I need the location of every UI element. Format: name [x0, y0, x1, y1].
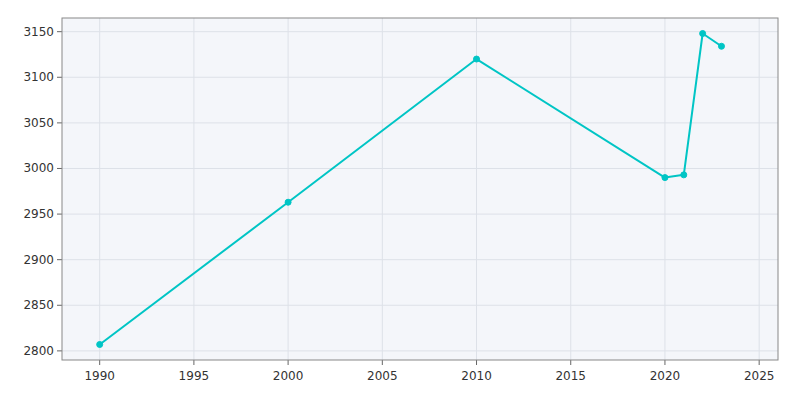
x-tick	[476, 360, 477, 365]
y-tick	[57, 168, 62, 169]
plot-frame	[62, 18, 778, 360]
y-tick	[57, 305, 62, 306]
y-tick-label: 2900	[23, 253, 54, 267]
chart-container: 1990 1995 2000 2005 2010 2015 2020 2025 2800 2850…	[0, 0, 800, 400]
y-grid-line	[62, 350, 778, 351]
y-tick-label: 3150	[23, 25, 54, 39]
x-tick	[382, 360, 383, 365]
y-grid-line	[62, 168, 778, 169]
data-point	[700, 31, 706, 37]
data-point	[681, 172, 687, 178]
x-tick	[664, 360, 665, 365]
y-grid-line	[62, 305, 778, 306]
y-grid-line	[62, 122, 778, 123]
y-tick	[57, 31, 62, 32]
y-grid-line	[62, 214, 778, 215]
y-tick-label: 3050	[23, 116, 54, 130]
x-grid-line	[664, 18, 665, 360]
data-line	[100, 34, 722, 345]
data-point	[285, 199, 291, 205]
y-tick	[57, 77, 62, 78]
x-grid-line	[193, 18, 194, 360]
data-point	[662, 175, 668, 181]
x-grid-line	[759, 18, 760, 360]
x-tick-label: 2000	[273, 369, 304, 383]
x-tick	[570, 360, 571, 365]
grid	[62, 18, 778, 360]
data-point	[474, 56, 480, 62]
x-tick-label: 2015	[555, 369, 586, 383]
x-grid-line	[382, 18, 383, 360]
x-grid-line	[570, 18, 571, 360]
x-grid-line	[99, 18, 100, 360]
y-grid-line	[62, 31, 778, 32]
x-tick-label: 2010	[461, 369, 492, 383]
x-tick-label: 2020	[650, 369, 681, 383]
y-grid-line	[62, 77, 778, 78]
x-tick	[288, 360, 289, 365]
axes: 1990 1995 2000 2005 2010 2015 2020 2025 2800 2850…	[23, 25, 774, 383]
y-tick-label: 2850	[23, 298, 54, 312]
y-tick	[57, 259, 62, 260]
x-grid-line	[476, 18, 477, 360]
chart: 1990 1995 2000 2005 2010 2015 2020 2025 2800 2850…	[0, 0, 800, 400]
x-tick	[99, 360, 100, 365]
x-tick	[193, 360, 194, 365]
y-tick-label: 2950	[23, 207, 54, 221]
y-tick	[57, 350, 62, 351]
y-tick	[57, 122, 62, 123]
y-tick-label: 3100	[23, 70, 54, 84]
data-point	[97, 341, 103, 347]
x-tick-label: 1995	[179, 369, 210, 383]
x-tick-label: 2025	[744, 369, 775, 383]
x-tick-label: 1990	[84, 369, 115, 383]
y-tick-label: 3000	[23, 161, 54, 175]
x-tick-label: 2005	[367, 369, 398, 383]
x-tick	[759, 360, 760, 365]
y-grid-line	[62, 259, 778, 260]
plot-background	[62, 18, 778, 360]
series	[97, 31, 725, 348]
y-tick	[57, 214, 62, 215]
y-tick-label: 2800	[23, 344, 54, 358]
x-grid-line	[288, 18, 289, 360]
data-point	[718, 43, 724, 49]
